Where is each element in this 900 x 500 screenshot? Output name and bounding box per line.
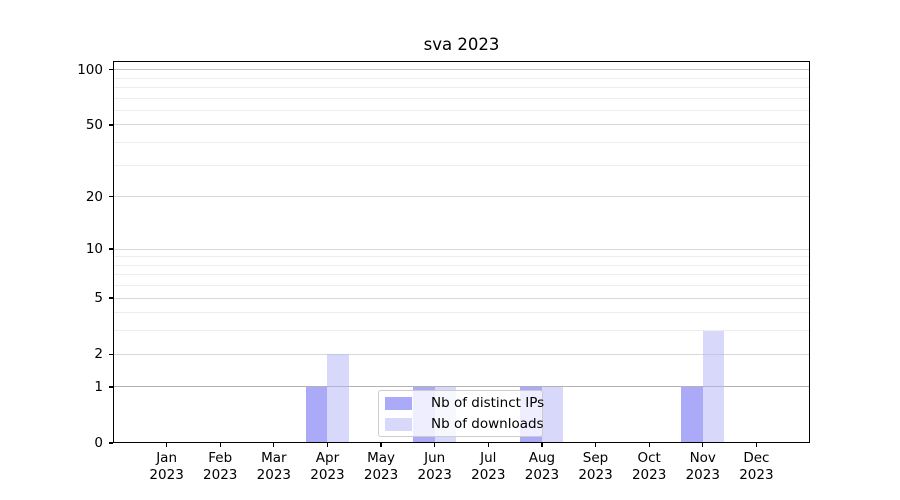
y-tick-label: 10 bbox=[85, 241, 103, 258]
y-tick-label: 0 bbox=[94, 435, 103, 451]
gridline-minor bbox=[113, 274, 810, 276]
x-tick bbox=[487, 443, 489, 447]
legend-label-downloads: Nb of downloads bbox=[431, 416, 544, 432]
y-tick bbox=[109, 353, 113, 355]
y-tick bbox=[109, 297, 113, 299]
y-tick-label: 20 bbox=[85, 188, 103, 205]
x-tick bbox=[434, 443, 436, 447]
gridline-minor bbox=[113, 264, 810, 266]
gridline-major bbox=[113, 69, 810, 71]
legend-swatch-downloads bbox=[385, 417, 412, 431]
y-tick-label: 100 bbox=[77, 61, 103, 78]
y-tick bbox=[109, 124, 113, 126]
bar-nb-of-downloads-aug bbox=[541, 386, 564, 443]
x-tick-label: Jul 2023 bbox=[471, 450, 506, 483]
gridline-major bbox=[113, 297, 810, 299]
legend-item-downloads: Nb of downloads bbox=[385, 416, 544, 432]
gridline-major bbox=[113, 248, 810, 250]
x-tick bbox=[594, 443, 597, 447]
chart-title: sva 2023 bbox=[423, 35, 500, 54]
x-tick bbox=[273, 443, 275, 447]
y-tick-label: 1 bbox=[94, 378, 103, 395]
x-tick bbox=[541, 443, 543, 447]
gridline-major bbox=[113, 124, 810, 126]
gridline-major bbox=[113, 386, 810, 388]
x-tick bbox=[166, 443, 168, 447]
x-tick-label: Nov 2023 bbox=[685, 450, 720, 483]
gridline-minor bbox=[113, 285, 810, 287]
gridline-minor bbox=[113, 142, 810, 144]
y-tick bbox=[109, 248, 113, 250]
gridline-minor bbox=[113, 77, 810, 79]
gridline-minor bbox=[113, 164, 810, 166]
gridline-minor bbox=[113, 109, 810, 111]
legend-item-distinct-ips: Nb of distinct IPs bbox=[385, 395, 544, 411]
x-tick-label: Aug 2023 bbox=[524, 450, 560, 483]
x-tick-label: Mar 2023 bbox=[256, 450, 292, 483]
x-tick bbox=[380, 443, 382, 447]
gridline-minor bbox=[113, 87, 810, 88]
bar-nb-of-downloads-apr bbox=[327, 354, 349, 443]
x-tick bbox=[326, 443, 329, 447]
x-tick-label: Dec 2023 bbox=[739, 450, 774, 483]
x-tick-label: Sep 2023 bbox=[578, 450, 613, 483]
bar-nb-of-downloads-nov bbox=[702, 330, 725, 443]
x-tick bbox=[702, 443, 704, 447]
gridline-major bbox=[113, 353, 810, 355]
legend-label-distinct-ips: Nb of distinct IPs bbox=[431, 395, 545, 411]
legend: Nb of distinct IPs Nb of downloads bbox=[378, 390, 544, 437]
x-tick-label: Jun 2023 bbox=[417, 450, 452, 483]
bar-nb-of-distinct-ips-apr bbox=[305, 386, 328, 443]
y-tick bbox=[109, 196, 113, 198]
gridline-minor bbox=[113, 312, 810, 314]
x-tick-label: Apr 2023 bbox=[310, 450, 345, 483]
y-tick-label: 50 bbox=[85, 116, 103, 133]
gridline-minor bbox=[113, 256, 810, 258]
gridline-major bbox=[113, 196, 810, 198]
x-tick-label: Feb 2023 bbox=[203, 450, 238, 483]
x-tick-label: Jan 2023 bbox=[149, 450, 184, 483]
y-tick bbox=[109, 69, 113, 71]
x-tick bbox=[648, 443, 650, 447]
legend-swatch-distinct-ips bbox=[385, 396, 412, 410]
gridline-minor bbox=[113, 97, 810, 99]
y-tick-label: 2 bbox=[94, 346, 103, 363]
x-tick-label: Oct 2023 bbox=[631, 450, 667, 483]
bar-nb-of-distinct-ips-nov bbox=[681, 386, 703, 443]
y-tick-label: 5 bbox=[94, 290, 103, 307]
x-tick bbox=[219, 443, 221, 447]
y-tick bbox=[109, 386, 113, 388]
x-tick-label: May 2023 bbox=[363, 450, 399, 483]
gridline-minor bbox=[113, 330, 810, 332]
x-tick bbox=[755, 443, 757, 447]
y-tick bbox=[109, 442, 113, 444]
